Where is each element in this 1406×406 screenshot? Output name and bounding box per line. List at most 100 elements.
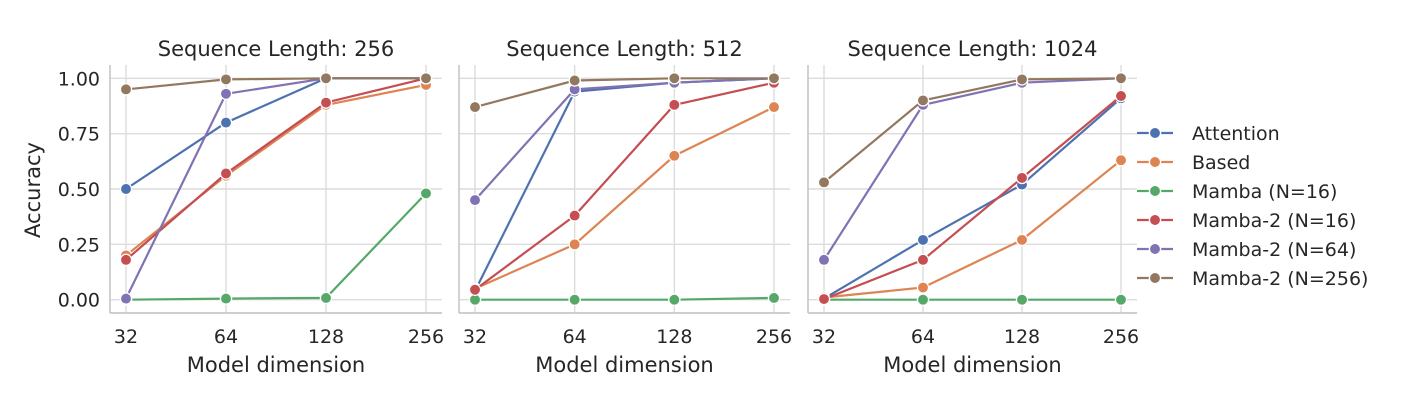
x-tick-label: 256 [1103, 326, 1139, 348]
y-axis-label: Accuracy [21, 142, 45, 238]
data-point [419, 187, 433, 200]
legend-marker [1148, 271, 1162, 285]
legend-item: Mamba-2 (N=256) [1137, 268, 1368, 290]
y-tick-label: 0.50 [58, 179, 100, 201]
data-point [568, 209, 581, 222]
data-point [767, 100, 781, 114]
data-point [219, 73, 233, 86]
data-point [219, 167, 233, 180]
data-point [817, 292, 831, 306]
data-point [916, 293, 930, 306]
series-line [474, 77, 775, 292]
series-line [125, 77, 426, 91]
data-point [767, 291, 781, 305]
chart-panel-1: Sequence Length: 256 32 64 128 256 Model dime… [58, 37, 444, 377]
data-point [468, 193, 482, 207]
legend-label: Attention [1192, 123, 1280, 145]
x-tick-label: 64 [911, 326, 935, 348]
data-point [916, 253, 930, 267]
legend-marker [1148, 242, 1162, 256]
data-point [1015, 73, 1029, 86]
data-point [668, 98, 681, 112]
chart-panel-3: Sequence Length: 1024 32 64 128 256 Model dim… [807, 37, 1139, 377]
data-point [1114, 153, 1128, 167]
data-point [1114, 89, 1128, 103]
series-line [823, 95, 1122, 301]
legend-item: Attention [1137, 123, 1280, 145]
data-point [568, 74, 581, 87]
data-point [468, 283, 482, 296]
x-tick-label: 32 [812, 326, 836, 348]
panel-title: Sequence Length: 1024 [848, 37, 1098, 61]
x-tick-label: 256 [408, 326, 444, 348]
data-point [1015, 233, 1029, 247]
data-point [219, 116, 233, 129]
panel-title: Sequence Length: 512 [506, 37, 743, 61]
series-line [125, 192, 427, 301]
legend-label: Based [1192, 152, 1250, 174]
legend-label: Mamba-2 (N=16) [1192, 210, 1356, 232]
legend-item: Based [1137, 152, 1250, 174]
data-point [219, 292, 233, 305]
data-point [319, 96, 333, 109]
data-point [319, 291, 333, 305]
series-line [474, 106, 775, 290]
x-tick-label: 128 [1004, 326, 1040, 348]
data-point [568, 293, 581, 306]
data-point [1015, 171, 1029, 185]
chart-panel-2: Sequence Length: 512 32 64 128 256 Model dime… [458, 37, 792, 377]
series-line [823, 77, 1122, 261]
legend-item: Mamba-2 (N=16) [1137, 210, 1356, 232]
data-point [1114, 293, 1128, 306]
series-line [475, 296, 775, 301]
data-point [119, 182, 133, 196]
data-point [119, 292, 133, 305]
x-tick-label: 256 [756, 326, 792, 348]
x-tick-label: 32 [114, 326, 138, 348]
data-point [468, 100, 482, 114]
data-point [1015, 293, 1029, 306]
data-point [767, 72, 781, 85]
x-axis-label: Model dimension [535, 353, 714, 377]
data-point [1114, 72, 1128, 85]
x-tick-label: 64 [563, 326, 587, 348]
series-line [823, 77, 1122, 184]
data-point [568, 238, 581, 251]
data-point [219, 87, 233, 101]
legend-item: Mamba (N=16) [1137, 181, 1337, 203]
x-axis-label: Model dimension [187, 353, 366, 377]
legend-marker [1148, 126, 1162, 140]
data-point [916, 94, 930, 107]
data-point [817, 176, 831, 189]
data-point [916, 233, 930, 247]
data-point [668, 293, 681, 306]
series-line [474, 77, 775, 201]
y-tick-label: 0.25 [58, 234, 100, 256]
data-point [668, 149, 681, 163]
data-point [119, 253, 133, 267]
x-tick-label: 128 [308, 326, 344, 348]
data-point [817, 253, 831, 267]
legend-item: Mamba-2 (N=64) [1137, 239, 1356, 261]
x-axis-label: Model dimension [883, 353, 1062, 377]
y-tick-label: 1.00 [58, 68, 100, 90]
data-point [916, 281, 930, 294]
legend-label: Mamba (N=16) [1192, 181, 1337, 203]
legend-label: Mamba-2 (N=256) [1192, 268, 1368, 290]
y-tick-label: 0.00 [58, 290, 100, 312]
legend-marker [1148, 213, 1162, 227]
data-point [668, 72, 681, 85]
series-line [474, 77, 774, 109]
data-point [419, 72, 433, 85]
x-tick-label: 64 [214, 326, 238, 348]
series-line [823, 159, 1122, 299]
panel-title: Sequence Length: 256 [158, 37, 395, 61]
y-tick-label: 0.75 [58, 124, 100, 146]
x-tick-label: 32 [463, 326, 487, 348]
x-tick-label: 128 [656, 326, 692, 348]
legend: Attention Based Mamba (N=16) Mamba-2 (N=16)… [1137, 123, 1368, 290]
legend-label: Mamba-2 (N=64) [1192, 239, 1356, 261]
series-line [823, 97, 1122, 300]
